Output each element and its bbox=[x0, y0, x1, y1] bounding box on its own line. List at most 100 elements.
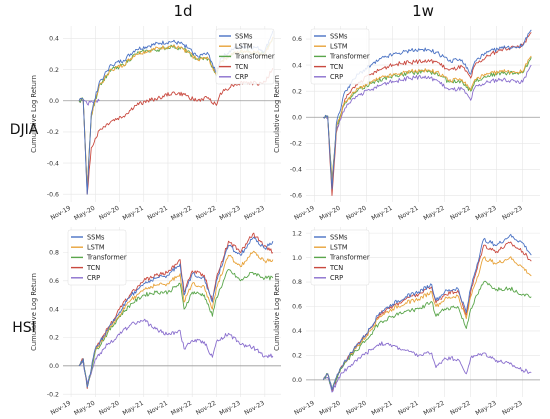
series-line-crp-hsi-1d bbox=[78, 318, 274, 385]
y-tick-label: -0.2 bbox=[47, 391, 59, 398]
y-tick-label: 1.0 bbox=[292, 255, 302, 262]
x-tick-label: Nov-23 bbox=[501, 205, 524, 222]
legend-label-crp: CRP bbox=[87, 274, 100, 282]
y-tick-label: 0.0 bbox=[49, 98, 59, 105]
series-line-crp-djia-1w bbox=[323, 64, 532, 183]
series-line-tcn-djia-1d bbox=[78, 67, 274, 195]
x-tick-label: May-20 bbox=[318, 205, 341, 222]
legend-label-lstm: LSTM bbox=[87, 244, 105, 252]
x-tick-label: Nov-20 bbox=[98, 400, 121, 417]
y-tick-label: 0.4 bbox=[292, 62, 302, 69]
y-tick-label: 0.0 bbox=[49, 363, 59, 370]
series-line-transformer-hsi-1w bbox=[322, 280, 532, 391]
legend-label-tcn: TCN bbox=[329, 264, 343, 272]
legend-label-transformer: Transformer bbox=[329, 254, 370, 262]
y-axis-label: Cumulative Log Return bbox=[30, 273, 38, 351]
x-tick-label: Nov-21 bbox=[146, 400, 169, 417]
legend-label-transformer: Transformer bbox=[329, 53, 370, 61]
series-line-crp-hsi-1w bbox=[322, 341, 532, 393]
x-tick-label: May-20 bbox=[318, 400, 341, 417]
y-tick-label: 0.4 bbox=[292, 328, 302, 335]
y-tick-label: 0.8 bbox=[49, 250, 59, 257]
legend-label-lstm: LSTM bbox=[330, 43, 348, 51]
x-tick-label: Nov-20 bbox=[345, 400, 368, 417]
legend-label-lstm: LSTM bbox=[330, 244, 348, 252]
y-axis-label: Cumulative Log Return bbox=[30, 75, 38, 153]
y-tick-label: 0.4 bbox=[49, 306, 59, 313]
x-tick-label: May-22 bbox=[422, 400, 445, 417]
legend-label-tcn: TCN bbox=[329, 63, 343, 71]
y-tick-label: -0.4 bbox=[290, 167, 302, 174]
x-tick-label: Nov-22 bbox=[449, 400, 472, 417]
x-tick-label: May-21 bbox=[121, 205, 144, 222]
x-tick-label: Nov-19 bbox=[293, 400, 316, 417]
x-tick-label: Nov-23 bbox=[243, 400, 266, 417]
y-axis-label: Cumulative Log Return bbox=[273, 75, 281, 153]
series-line-lstm-djia-1w bbox=[323, 55, 532, 183]
x-tick-label: May-23 bbox=[474, 400, 497, 417]
x-tick-label: Nov-19 bbox=[293, 205, 316, 222]
y-tick-label: -0.4 bbox=[47, 160, 59, 167]
y-tick-label: 0.6 bbox=[49, 278, 59, 285]
series-line-lstm-hsi-1d bbox=[78, 250, 274, 388]
column-title-1d: 1d bbox=[173, 2, 192, 20]
series-line-transformer-djia-1w bbox=[323, 57, 532, 183]
x-tick-label: Nov-19 bbox=[50, 205, 73, 222]
x-tick-label: May-21 bbox=[121, 400, 144, 417]
y-tick-label: 0.2 bbox=[49, 335, 59, 342]
series-line-tcn-hsi-1d bbox=[78, 232, 274, 389]
x-tick-label: Nov-21 bbox=[146, 205, 169, 222]
legend-label-ssms: SSMs bbox=[87, 233, 105, 241]
x-tick-label: May-20 bbox=[73, 400, 96, 417]
x-tick-label: May-21 bbox=[370, 400, 393, 417]
y-tick-label: 0.2 bbox=[292, 353, 302, 360]
legend-label-crp: CRP bbox=[235, 73, 248, 81]
y-axis-label: Cumulative Log Return bbox=[273, 273, 281, 351]
y-tick-label: -0.2 bbox=[290, 141, 302, 148]
x-tick-label: May-20 bbox=[73, 205, 96, 222]
column-title-1w: 1w bbox=[412, 2, 434, 20]
series-line-tcn-hsi-1w bbox=[322, 241, 532, 392]
legend-label-crp: CRP bbox=[330, 73, 343, 81]
x-tick-label: May-22 bbox=[170, 400, 193, 417]
series-line-ssms-hsi-1d bbox=[78, 236, 274, 388]
y-tick-label: -0.2 bbox=[47, 129, 59, 136]
legend-label-transformer: Transformer bbox=[234, 53, 275, 61]
x-tick-label: May-21 bbox=[370, 205, 393, 222]
legend-label-transformer: Transformer bbox=[86, 254, 127, 262]
legend-label-crp: CRP bbox=[330, 274, 343, 282]
legend-label-lstm: LSTM bbox=[235, 43, 253, 51]
x-tick-label: Nov-22 bbox=[449, 205, 472, 222]
x-tick-label: Nov-19 bbox=[50, 400, 73, 417]
series-line-lstm-hsi-1w bbox=[322, 256, 532, 391]
y-tick-label: 0.2 bbox=[292, 88, 302, 95]
legend-label-ssms: SSMs bbox=[330, 233, 348, 241]
legend-label-ssms: SSMs bbox=[330, 32, 348, 40]
x-tick-label: Nov-21 bbox=[397, 205, 420, 222]
y-tick-label: 0.6 bbox=[292, 36, 302, 43]
legend-box bbox=[215, 28, 275, 85]
row-title-hsi: HSI bbox=[12, 320, 36, 336]
series-line-ssms-hsi-1w bbox=[322, 233, 532, 391]
x-tick-label: May-22 bbox=[170, 205, 193, 222]
row-title-djia: DJIA bbox=[10, 122, 39, 138]
y-tick-label: 0.6 bbox=[292, 304, 302, 311]
series-line-crp-djia-1d bbox=[78, 98, 100, 106]
y-tick-label: 1.2 bbox=[292, 230, 302, 237]
x-tick-label: May-22 bbox=[422, 205, 445, 222]
x-tick-label: Nov-20 bbox=[98, 205, 121, 222]
legend-label-tcn: TCN bbox=[86, 264, 100, 272]
x-tick-label: Nov-20 bbox=[345, 205, 368, 222]
x-tick-label: May-23 bbox=[218, 400, 241, 417]
y-tick-label: 0.0 bbox=[292, 377, 302, 384]
x-tick-label: Nov-21 bbox=[397, 400, 420, 417]
legend-label-tcn: TCN bbox=[234, 63, 248, 71]
x-tick-label: Nov-23 bbox=[501, 400, 524, 417]
legend-label-ssms: SSMs bbox=[235, 32, 253, 40]
x-tick-label: Nov-22 bbox=[195, 205, 218, 222]
y-tick-label: -0.6 bbox=[47, 191, 59, 198]
